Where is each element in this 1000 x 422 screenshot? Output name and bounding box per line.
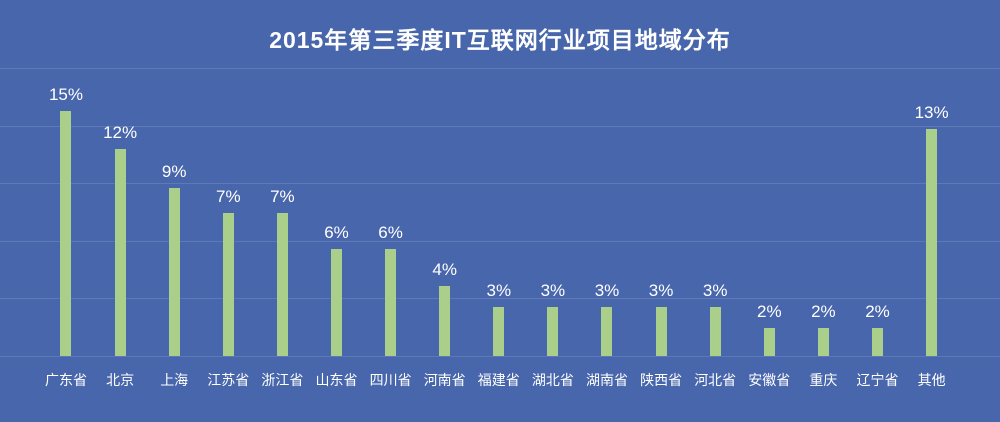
bar-value-label: 3% [702,281,728,300]
bar [493,307,505,356]
gridline [0,241,1000,242]
bar-value-label: 15% [48,85,83,104]
bar [168,188,180,356]
category-label: 四川省 [369,372,412,388]
bar [276,213,288,356]
chart-title: 2015年第三季度IT互联网行业项目地域分布 [269,27,731,53]
bar [709,307,721,356]
bar [547,307,559,356]
bar-value-label: 13% [914,103,949,122]
bar-value-label: 12% [103,123,138,142]
bar [439,286,451,356]
gridline [0,298,1000,299]
bar-value-label: 6% [324,223,349,242]
bar-group: 3% [472,0,526,356]
bar-value-label: 2% [757,302,782,321]
bar-value-label: 6% [378,223,403,242]
category-label: 浙江省 [261,372,304,388]
bar-group: 12% [93,0,147,356]
bar [655,307,667,356]
bar-group: 13% [905,0,959,356]
bar-group: 3% [634,0,688,356]
bar [222,213,234,356]
bar-value-label: 3% [648,281,674,300]
bar-group: 3% [688,0,742,356]
bar [601,307,613,356]
bar-value-label: 3% [486,281,512,300]
category-label: 上海 [160,372,189,388]
category-label: 安徽省 [748,372,791,388]
bar-group: 9% [147,0,201,356]
category-label: 江苏省 [207,372,250,388]
category-label: 辽宁省 [856,372,899,388]
bar-group: 3% [526,0,580,356]
category-label: 其他 [917,372,946,388]
bar-group: 3% [580,0,634,356]
bar-value-label: 2% [865,302,890,321]
gridline [0,183,1000,184]
bar-group: 2% [742,0,796,356]
category-label: 陕西省 [640,372,683,388]
gridline [0,356,1000,357]
bar-group: 15% [39,0,93,356]
bar-group: 2% [796,0,850,356]
category-label: 重庆 [809,372,838,388]
category-label: 湖北省 [531,372,574,388]
bar-group: 4% [418,0,472,356]
bar-group: 6% [364,0,418,356]
bar [114,149,126,356]
bar-value-label: 7% [216,187,241,206]
bar-value-label: 3% [540,281,566,300]
category-label: 河北省 [694,372,737,388]
bar-group: 7% [201,0,255,356]
category-label: 河南省 [423,372,466,388]
bar-value-label: 9% [161,162,187,181]
category-label: 山东省 [315,372,358,388]
bar-value-label: 3% [594,281,620,300]
bar [330,249,342,356]
bar-value-label: 4% [432,260,457,279]
bar [817,328,829,356]
category-label: 北京 [106,372,135,388]
bar-group: 6% [309,0,363,356]
bar [763,328,775,356]
bar [926,129,938,356]
category-label: 福建省 [477,372,520,388]
bar-group: 7% [255,0,309,356]
bar [60,111,72,356]
bar-value-label: 7% [270,187,295,206]
bar-group: 2% [850,0,904,356]
category-label: 湖南省 [585,372,628,388]
bar-value-label: 2% [811,302,836,321]
category-label: 广东省 [44,372,87,388]
bar [385,249,397,356]
bar [871,328,883,356]
gridline [0,126,1000,127]
gridline [0,68,1000,69]
